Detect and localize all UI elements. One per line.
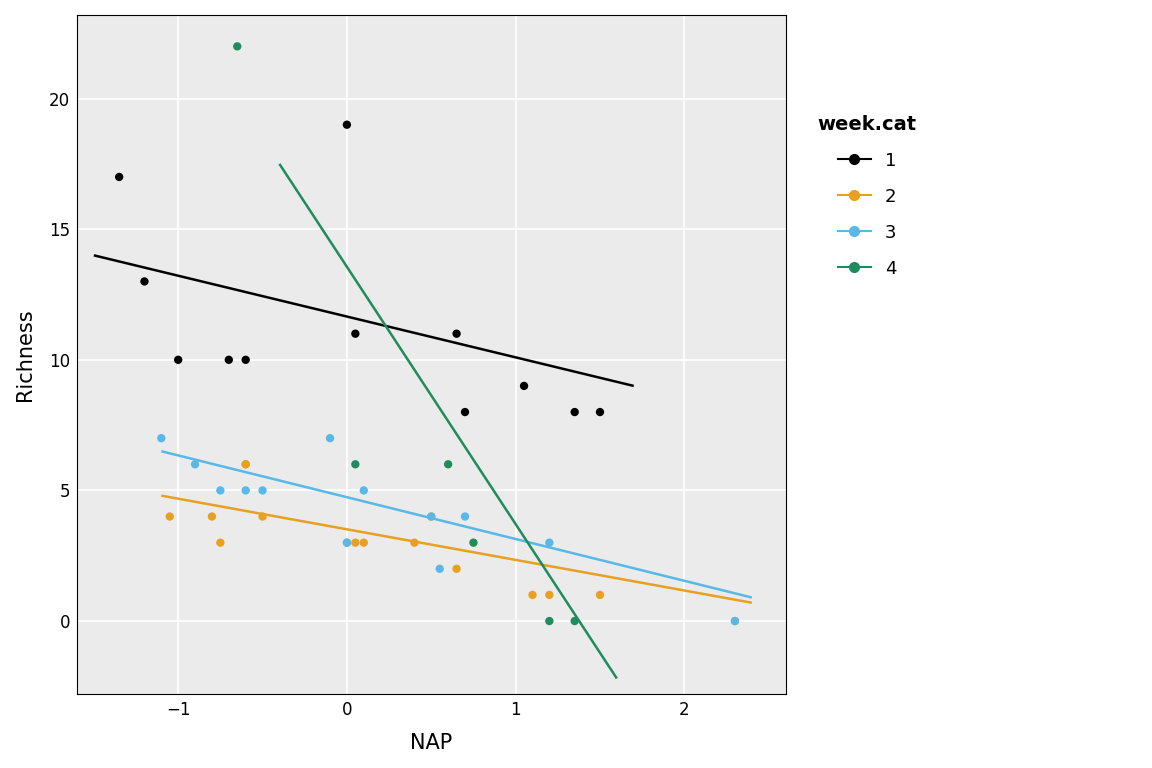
Point — [422, 511, 440, 523]
Legend: 1, 2, 3, 4: 1, 2, 3, 4 — [809, 105, 926, 286]
Point — [135, 275, 153, 287]
Point — [253, 485, 272, 497]
Point — [236, 458, 255, 471]
Point — [464, 537, 483, 549]
Point — [447, 327, 465, 339]
Point — [431, 563, 449, 575]
Point — [152, 432, 170, 445]
Point — [253, 511, 272, 523]
Point — [236, 458, 255, 471]
Point — [338, 118, 356, 131]
Point — [456, 511, 475, 523]
Point — [540, 589, 559, 601]
Point — [236, 485, 255, 497]
Point — [355, 485, 373, 497]
Point — [591, 589, 609, 601]
Point — [211, 537, 229, 549]
Point — [591, 406, 609, 419]
Point — [566, 406, 584, 419]
Point — [228, 40, 247, 52]
Point — [540, 615, 559, 627]
Point — [346, 327, 364, 339]
Y-axis label: Richness: Richness — [15, 308, 35, 401]
Point — [726, 615, 744, 627]
Point — [447, 563, 465, 575]
Point — [439, 458, 457, 471]
Point — [338, 537, 356, 549]
Point — [540, 537, 559, 549]
Point — [220, 353, 238, 366]
Point — [320, 432, 339, 445]
Point — [355, 537, 373, 549]
X-axis label: NAP: NAP — [410, 733, 453, 753]
Point — [566, 615, 584, 627]
Point — [236, 353, 255, 366]
Point — [160, 511, 179, 523]
Point — [515, 380, 533, 392]
Point — [726, 615, 744, 627]
Point — [523, 589, 541, 601]
Point — [346, 537, 364, 549]
Point — [109, 170, 128, 183]
Point — [346, 458, 364, 471]
Point — [203, 511, 221, 523]
Point — [406, 537, 424, 549]
Point — [169, 353, 188, 366]
Point — [211, 485, 229, 497]
Point — [185, 458, 204, 471]
Point — [456, 406, 475, 419]
Point — [422, 511, 440, 523]
Point — [338, 537, 356, 549]
